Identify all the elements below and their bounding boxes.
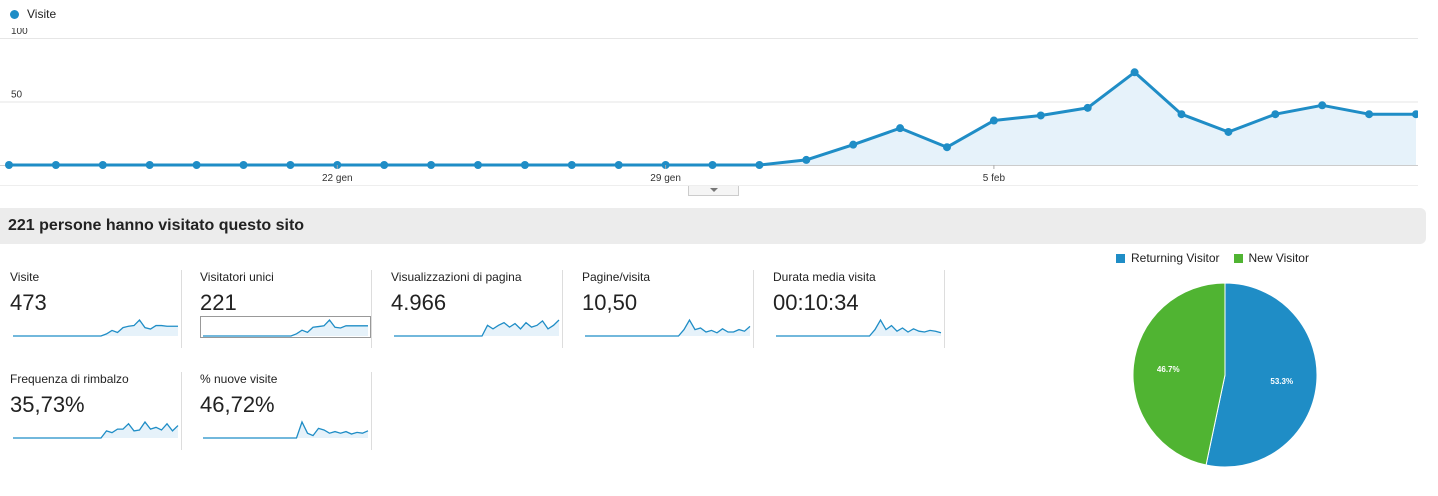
metric-value: 00:10:34 (773, 290, 859, 315)
data-point[interactable] (474, 161, 482, 169)
legend-label: New Visitor (1248, 251, 1309, 265)
sparkline-line (203, 420, 369, 439)
metric-value: 473 (10, 290, 47, 315)
legend-new-visitor[interactable]: New Visitor (1233, 251, 1309, 265)
data-point[interactable] (145, 161, 154, 169)
pie-slice-label: 53.3% (1270, 377, 1293, 386)
metric-value: 221 (200, 290, 237, 315)
data-point[interactable] (1318, 101, 1327, 110)
sparkline (776, 318, 942, 337)
visite-legend-label: Visite (27, 7, 57, 21)
data-point[interactable] (755, 161, 764, 169)
sparkline (13, 318, 178, 337)
data-point[interactable] (51, 161, 60, 169)
sparkline-selected-frame (200, 316, 371, 338)
sparkline (394, 319, 560, 337)
visite-line-chart[interactable]: 100 50 22 gen 29 gen 5 feb (0, 28, 1418, 186)
metric-pagine-visita[interactable]: Pagine/visita 10,50 (582, 270, 754, 348)
data-point[interactable] (614, 161, 623, 169)
data-point[interactable] (896, 124, 905, 133)
legend-label: Returning Visitor (1131, 251, 1220, 265)
data-point[interactable] (98, 161, 107, 169)
pie-slice[interactable] (1205, 282, 1318, 468)
y-tick-label: 100 (11, 28, 28, 37)
metric-label: Visitatori unici (200, 270, 274, 284)
data-point[interactable] (239, 161, 248, 169)
metric-frequenza-di-rimbalzo[interactable]: Frequenza di rimbalzo 35,73% (10, 372, 182, 450)
metric-label: Visualizzazioni di pagina (391, 270, 522, 284)
x-tick-label: 29 gen (650, 173, 681, 184)
metric-visitatori-unici[interactable]: Visitatori unici 221 (200, 270, 372, 348)
data-point[interactable] (708, 161, 717, 169)
x-tick-label: 5 feb (983, 173, 1006, 184)
metric-label: Visite (10, 270, 40, 284)
metric-durata-media-visita[interactable]: Durata media visita 00:10:34 (773, 270, 945, 348)
sparkline-line (13, 318, 178, 337)
data-point[interactable] (1412, 110, 1418, 119)
metric-label: Pagine/visita (582, 270, 651, 284)
metric-value: 10,50 (582, 290, 638, 315)
data-point[interactable] (567, 161, 576, 169)
sparkline (203, 420, 369, 439)
data-point[interactable] (1365, 110, 1374, 119)
data-point[interactable] (1271, 110, 1280, 119)
pie-slice-label: 46.7% (1157, 365, 1180, 374)
returning-visitor-swatch-icon (1116, 253, 1125, 263)
sparkline-area (203, 320, 368, 336)
metric-label: Durata media visita (773, 270, 876, 284)
sparkline-area (13, 422, 178, 438)
metric-nuove-visite[interactable]: % nuove visite 46,72% (200, 372, 372, 450)
sparkline-area (394, 320, 559, 336)
pie-slice[interactable] (1132, 282, 1226, 466)
x-tick-label: 22 gen (322, 173, 353, 184)
y-tick-label: 50 (11, 90, 23, 101)
sparkline-line (13, 420, 179, 439)
sparkline-line (203, 318, 368, 337)
metric-value: 46,72% (200, 392, 275, 417)
sparkline-area (13, 320, 178, 336)
data-point[interactable] (1083, 103, 1092, 112)
main-chart-legend[interactable]: Visite (10, 7, 56, 21)
sparkline (585, 318, 751, 337)
data-point[interactable] (1130, 68, 1139, 77)
sparkline (203, 318, 368, 337)
data-point[interactable] (192, 161, 201, 169)
data-point[interactable] (943, 143, 951, 152)
sparkline-line (394, 319, 560, 337)
metric-label: % nuove visite (200, 372, 278, 386)
metric-value: 4.966 (391, 290, 447, 315)
visite-legend-dot-icon (10, 9, 19, 19)
new-visitor-swatch-icon (1233, 253, 1243, 263)
chart-expand-handle[interactable] (688, 186, 739, 196)
data-point[interactable] (5, 161, 13, 169)
pie-legend: Returning Visitor New Visitor (1116, 251, 1309, 265)
data-point[interactable] (427, 161, 436, 169)
data-point[interactable] (802, 155, 811, 164)
data-point[interactable] (1036, 111, 1045, 120)
data-point[interactable] (849, 140, 858, 149)
metric-visualizzazioni-di-pagina[interactable]: Visualizzazioni di pagina 4.966 (391, 270, 563, 348)
metric-value: 35,73% (10, 392, 85, 417)
sparkline-line (776, 318, 942, 337)
data-point[interactable] (286, 161, 295, 169)
sparkline-area (585, 320, 750, 336)
data-point[interactable] (989, 116, 998, 125)
legend-returning-visitor[interactable]: Returning Visitor (1116, 251, 1220, 265)
data-point[interactable] (380, 161, 389, 169)
sparkline (13, 420, 179, 439)
series-area (9, 72, 1416, 165)
metric-visite[interactable]: Visite 473 (10, 270, 182, 348)
sparkline-line (585, 318, 751, 337)
visitor-type-pie-chart[interactable]: 53.3% 46.7% (1130, 280, 1320, 470)
summary-banner: 221 persone hanno visitato questo sito (0, 208, 1426, 244)
sparkline-area (203, 422, 368, 438)
data-point[interactable] (1224, 127, 1233, 136)
data-point[interactable] (520, 161, 529, 169)
metric-label: Frequenza di rimbalzo (10, 372, 129, 386)
sparkline-area (776, 320, 941, 336)
data-point[interactable] (1177, 110, 1186, 119)
summary-title: 221 persone hanno visitato questo sito (8, 217, 305, 234)
